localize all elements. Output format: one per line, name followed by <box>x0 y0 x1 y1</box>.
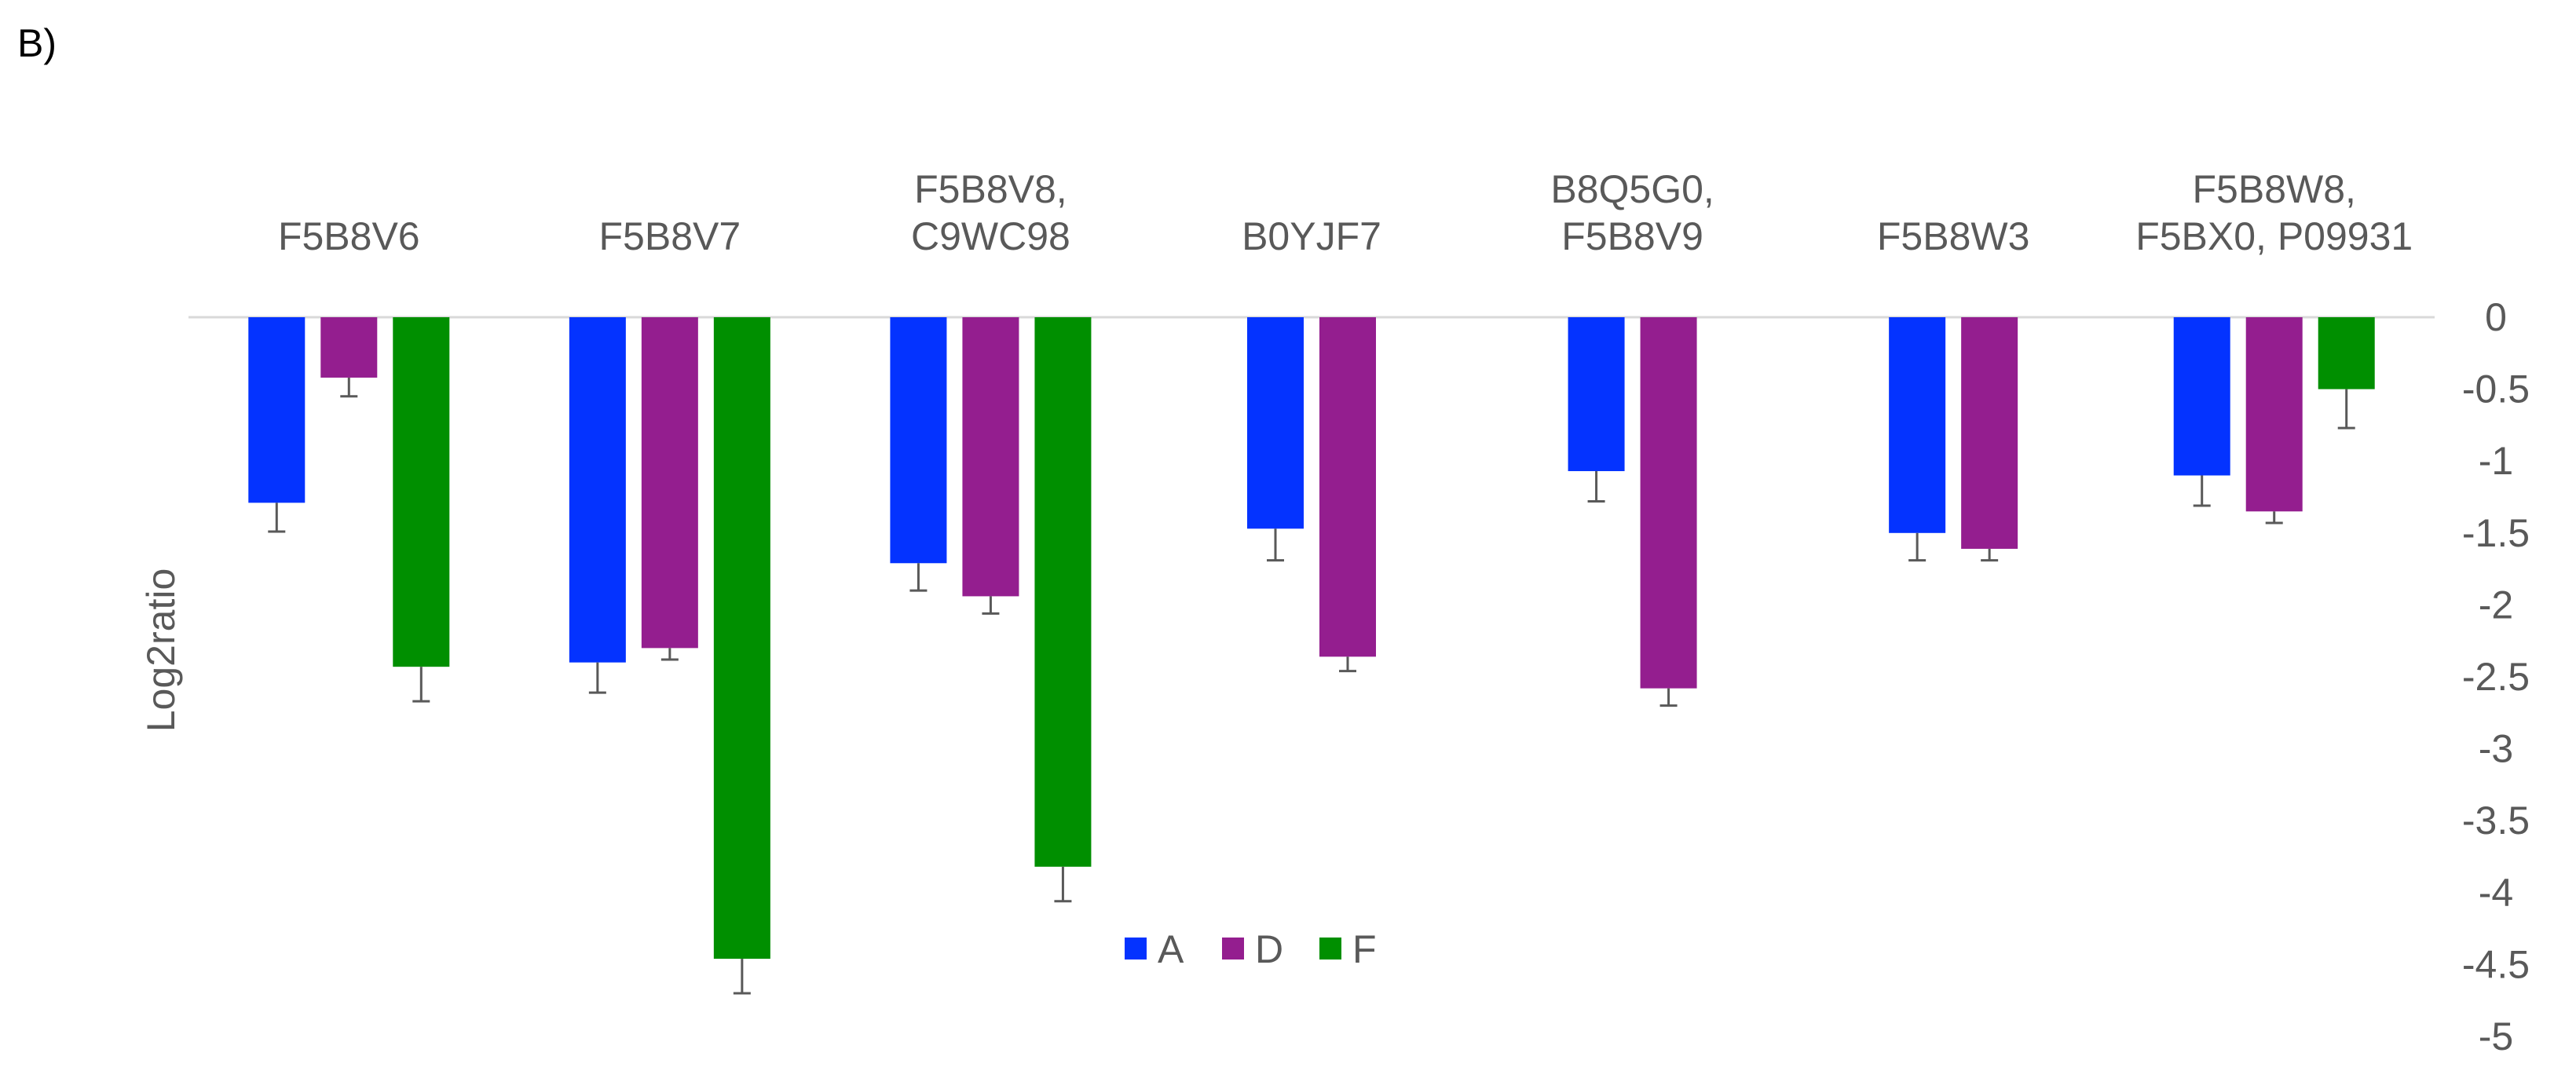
category-label-5-0: F5B8W3 <box>1877 214 2030 258</box>
y-tick-label-1: -0.5 <box>2462 367 2530 411</box>
category-label-1-0: F5B8V7 <box>599 214 741 258</box>
legend-label-a: A <box>1158 927 1184 971</box>
bar-d-4 <box>1640 317 1697 689</box>
legend-swatch-a <box>1125 938 1147 960</box>
category-label-4-0: B8Q5G0, <box>1550 167 1714 211</box>
y-tick-label-5: -2.5 <box>2462 655 2530 699</box>
y-tick-label-0: 0 <box>2485 295 2507 339</box>
bar-f-6 <box>2318 317 2375 389</box>
bar-a-1 <box>569 317 626 663</box>
bars-group <box>248 317 2375 960</box>
category-label-4-1: F5B8V9 <box>1561 214 1703 258</box>
y-axis-label: Log2ratio <box>139 568 183 733</box>
legend-swatch-d <box>1222 938 1244 960</box>
bar-a-0 <box>248 317 306 503</box>
category-label-2-0: F5B8V8, <box>914 167 1067 211</box>
bar-a-4 <box>1568 317 1625 472</box>
y-tick-label-7: -3.5 <box>2462 799 2530 843</box>
bar-f-1 <box>713 317 770 960</box>
bar-d-6 <box>2245 317 2303 512</box>
category-label-0-0: F5B8V6 <box>278 214 420 258</box>
legend-label-f: F <box>1352 927 1377 971</box>
bar-a-5 <box>1889 317 1946 533</box>
bar-d-0 <box>320 317 378 378</box>
y-tick-label-9: -4.5 <box>2462 942 2530 986</box>
y-axis-ticks: 0 -0.5 -1 -1.5 -2 -2.5 -3 -3.5 -4 -4.5 -5 <box>2462 295 2530 1058</box>
category-label-6-1: F5BX0, P09931 <box>2135 214 2413 258</box>
y-tick-label-3: -1.5 <box>2462 511 2530 555</box>
bar-d-2 <box>962 317 1019 597</box>
error-bars-group <box>268 377 2355 995</box>
category-label-3-0: B0YJF7 <box>1242 214 1381 258</box>
bar-a-6 <box>2173 317 2230 476</box>
bar-d-1 <box>641 317 698 649</box>
bar-a-2 <box>890 317 947 564</box>
bar-d-5 <box>1961 317 2018 549</box>
category-label-2-1: C9WC98 <box>911 214 1070 258</box>
y-tick-label-4: -2 <box>2479 583 2513 627</box>
legend-label-d: D <box>1255 927 1283 971</box>
bar-a-3 <box>1247 317 1304 529</box>
panel-label: B) <box>17 21 57 65</box>
bar-d-3 <box>1319 317 1376 657</box>
y-tick-label-6: -3 <box>2479 727 2513 771</box>
bar-f-2 <box>1034 317 1092 867</box>
legend-swatch-f <box>1319 938 1341 960</box>
y-tick-label-2: -1 <box>2479 439 2513 483</box>
bar-f-0 <box>393 317 450 667</box>
y-tick-label-8: -4 <box>2479 871 2513 915</box>
y-tick-label-10: -5 <box>2479 1014 2513 1058</box>
category-label-6-0: F5B8W8, <box>2193 167 2356 211</box>
